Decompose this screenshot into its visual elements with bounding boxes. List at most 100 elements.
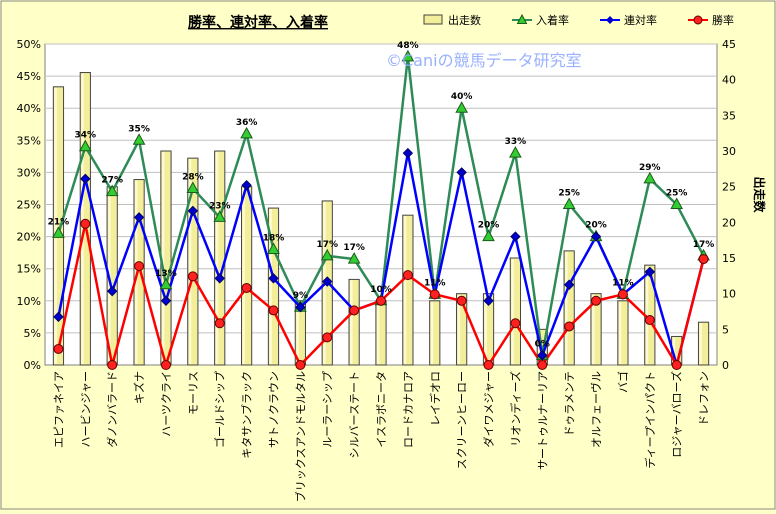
x-category-label: サトノクラウン [267,371,280,448]
y-tick-label: 30% [17,166,41,179]
bar [590,293,602,366]
triangle-point [240,126,253,139]
bar-highlight [242,187,246,364]
x-category-label: ダノンバラード [105,371,119,448]
diamond-point [563,279,575,290]
triangle-point [78,139,92,152]
data-label: 36% [236,118,258,128]
data-label: 21% [48,217,70,227]
data-label: 11% [424,278,446,288]
data-label: 27% [101,176,123,186]
legend-entry: 勝率 [712,13,734,27]
triangle-point [455,101,468,113]
circle-point [134,261,145,272]
y2-tick-label: 20 [722,216,736,229]
bar [52,86,65,366]
triangle-point [401,49,415,62]
y2-tick-label: 5 [722,323,729,336]
triangle-point [670,197,684,209]
data-label: 28% [182,172,204,182]
diamond-point [133,212,145,223]
triangle-point [267,242,280,254]
marker-series [52,49,710,371]
diamond-point [644,266,656,278]
circle-point [644,315,655,326]
diamond-point [187,205,199,217]
bar [509,257,522,366]
diamond-point [268,273,279,284]
circle-point [483,360,494,370]
circle-point [349,305,360,316]
diamond-point [402,147,414,159]
y-tick-label: 25% [17,199,41,212]
diamond-point [483,295,494,307]
diamond-point [106,285,118,297]
triangle-point [159,277,173,290]
bar [563,250,575,366]
bar-highlight [457,294,461,364]
bar [133,179,145,366]
x-category-label: ゴールドシップ [213,371,227,448]
y2-tick-label: 35 [722,109,736,122]
x-category-label: シルバーステート [348,371,361,458]
bar-highlight [511,259,514,364]
bar-highlight [645,266,649,364]
y-tick-label: 0% [24,359,41,372]
legend: 出走数 入着率 連対率 勝率 [423,13,734,27]
x-category-label: エピファネイア [52,371,65,448]
x-category-labels: エピファネイア ハービンジャー ダノンバラード キズナ ハーツクライ モーリス ゴールドシッ… [52,371,710,502]
y2-tick-label: 30 [722,145,736,158]
bar-highlight [161,152,165,364]
x-category-label: リオンディーズ [508,371,522,447]
bar [187,157,199,366]
legend-entry: 連対率 [624,13,657,27]
x-category-label: バゴ [616,371,630,393]
x-category-label: ロードカナロア [402,371,415,448]
circle-point [241,282,252,293]
data-label: 11% [612,278,634,288]
circle-point [376,295,386,306]
chart-title: 勝率、連対率、入着率 [188,14,328,31]
triangle-point [482,229,495,242]
triangle-point [509,146,522,158]
x-category-label: ディープインパクト [643,371,657,469]
legend-triangle-marker [516,13,528,24]
data-label: 9% [293,291,308,301]
circle-point [295,360,306,370]
triangle-point [105,184,119,197]
triangle-point [52,226,65,238]
bar [267,207,280,366]
bar-highlight [565,251,568,364]
y-tick-label: 45% [17,70,41,83]
bar [348,278,360,366]
circle-point [591,295,602,306]
bar-highlight [699,323,703,364]
data-label: 10% [370,285,392,295]
bar-highlight [403,216,407,364]
y-tick-label: 50% [17,38,41,51]
y2-tick-label: 40 [722,74,736,87]
triangle-point [213,210,227,222]
legend-diamond-marker [606,16,614,24]
circle-point [537,360,548,370]
data-label: 35% [128,124,150,134]
circle-point [429,289,440,300]
legend-circle-marker [693,15,703,25]
data-label: 25% [666,189,688,199]
y-tick-label: 10% [17,295,41,308]
x-category-label: モーリス [187,371,200,415]
circle-point [187,271,198,282]
circle-point [456,295,467,306]
x-category-label: スクリーンヒーロー [456,371,469,469]
x-category-label: ドレフォン [698,371,711,426]
data-label: 29% [639,163,661,173]
triangle-point [186,181,200,193]
data-label: 48% [397,41,419,51]
data-label: 40% [451,92,473,102]
diamond-point [510,231,521,242]
y2-tick-label: 15 [722,252,736,265]
triangle-point [132,133,146,145]
legend-entry: 入着率 [536,13,569,27]
bar-highlight [188,159,192,364]
triangle-point [347,252,361,264]
